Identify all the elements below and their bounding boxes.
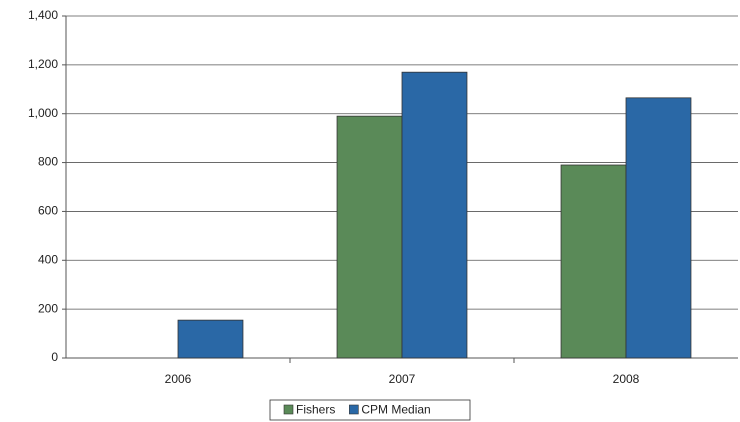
y-tick-label: 0 bbox=[51, 350, 58, 364]
y-tick-label: 1,200 bbox=[28, 57, 58, 71]
legend-box bbox=[269, 399, 471, 421]
y-tick-label: 600 bbox=[38, 204, 58, 218]
bar bbox=[177, 319, 244, 359]
y-tick-label: 1,000 bbox=[28, 106, 58, 120]
legend-swatch bbox=[283, 404, 294, 415]
x-tick-label: 2008 bbox=[613, 372, 640, 386]
y-tick-label: 800 bbox=[38, 155, 58, 169]
legend-swatch bbox=[349, 404, 359, 415]
y-tick-label: 1,400 bbox=[28, 8, 58, 22]
legend-label: CPM Median bbox=[361, 403, 430, 417]
x-tick-label: 2006 bbox=[165, 372, 192, 386]
y-tick-label: 200 bbox=[38, 301, 58, 315]
bar bbox=[336, 115, 403, 359]
x-tick-label: 2007 bbox=[389, 372, 416, 386]
bar bbox=[625, 97, 692, 359]
bar bbox=[560, 164, 627, 359]
bar bbox=[401, 71, 468, 359]
y-tick-label: 400 bbox=[38, 252, 58, 266]
legend-label: Fishers bbox=[296, 403, 335, 417]
